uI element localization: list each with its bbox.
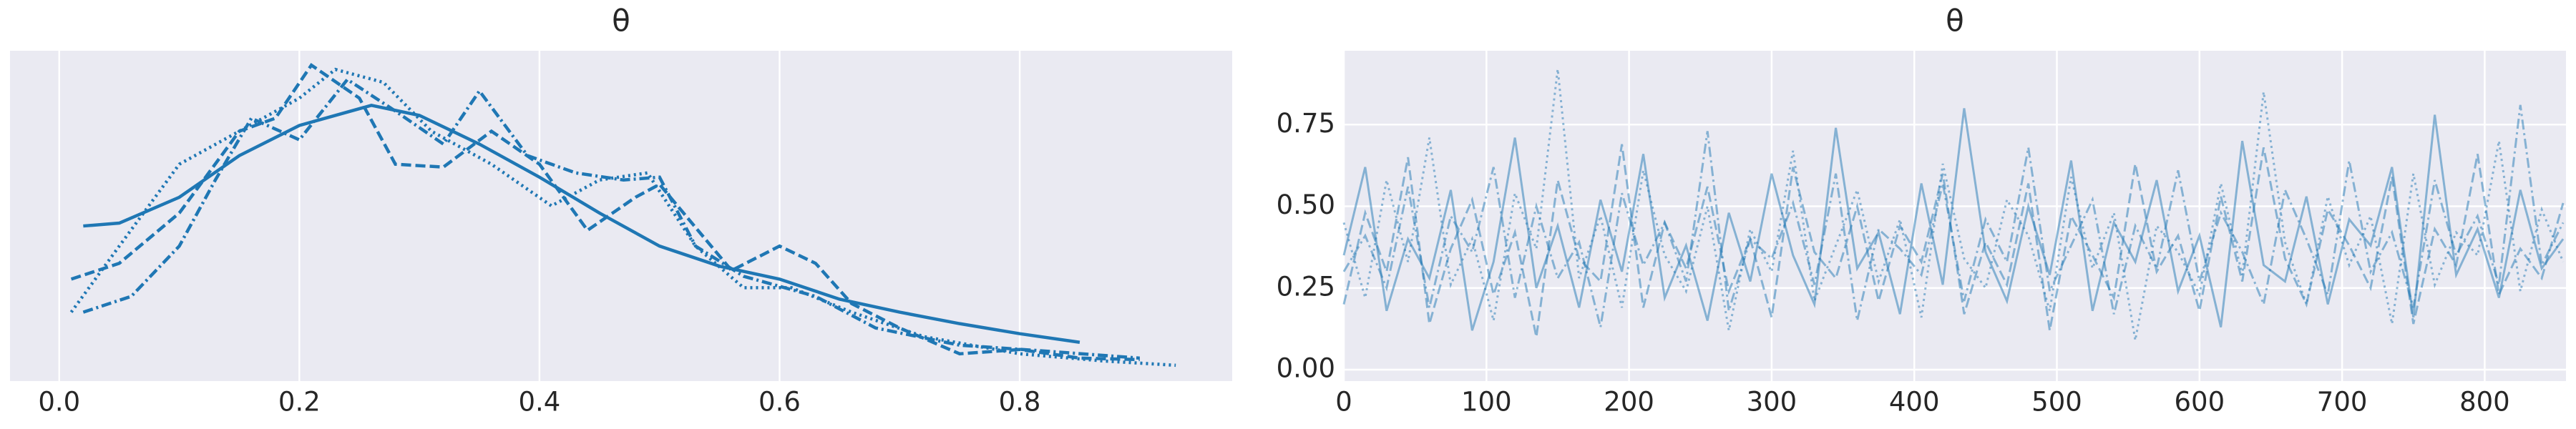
x-tick-label: 0 [1335, 387, 1352, 418]
x-tick-label: 0.0 [38, 387, 80, 418]
kde-axes [10, 51, 1232, 381]
y-tick-label: 0.25 [1277, 271, 1335, 302]
density-line [69, 67, 1176, 368]
x-tick-label: 500 [2031, 387, 2082, 418]
trace-axes [1344, 51, 2566, 381]
x-tick-label: 0.2 [278, 387, 321, 418]
trace-line [1342, 104, 2565, 327]
y-tick-label: 0.75 [1277, 108, 1335, 139]
x-tick-label: 0.4 [518, 387, 560, 418]
x-tick-label: 400 [1889, 387, 1940, 418]
y-tick-label: 0.00 [1277, 353, 1335, 384]
x-tick-label: 200 [1604, 387, 1654, 418]
y-tick-label: 0.50 [1277, 189, 1335, 220]
x-tick-label: 800 [2459, 387, 2510, 418]
x-tick-label: 700 [2317, 387, 2368, 418]
x-tick-label: 600 [2174, 387, 2225, 418]
x-tick-label: 0.6 [758, 387, 801, 418]
x-tick-label: 0.8 [999, 387, 1041, 418]
x-tick-label: 300 [1747, 387, 1797, 418]
x-tick-label: 100 [1461, 387, 1512, 418]
kde-title: θ [612, 4, 630, 39]
trace-title: θ [1946, 4, 1964, 39]
density-line [82, 77, 1140, 360]
